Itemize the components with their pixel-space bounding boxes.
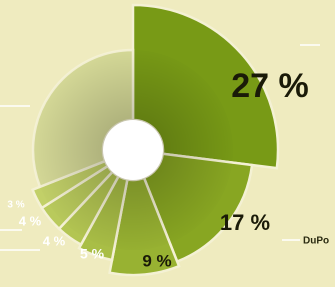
data-label: 17 % [220, 210, 270, 235]
data-label: 4 % [19, 213, 42, 228]
data-label: 4 % [43, 233, 66, 248]
page: DuPo 27 %17 %9 %5 %4 %4 %3 % (() => { co… [0, 0, 335, 287]
data-label: 27 % [231, 67, 309, 105]
data-label: 3 % [7, 200, 24, 211]
annotation: DuPo [303, 236, 329, 247]
data-label: 5 % [80, 246, 105, 262]
data-label: 9 % [142, 251, 171, 270]
chart: DuPo 27 % 17 % 9 % 5 % 4 %4 % 3 % [0, 0, 335, 287]
center-hole [103, 120, 163, 180]
